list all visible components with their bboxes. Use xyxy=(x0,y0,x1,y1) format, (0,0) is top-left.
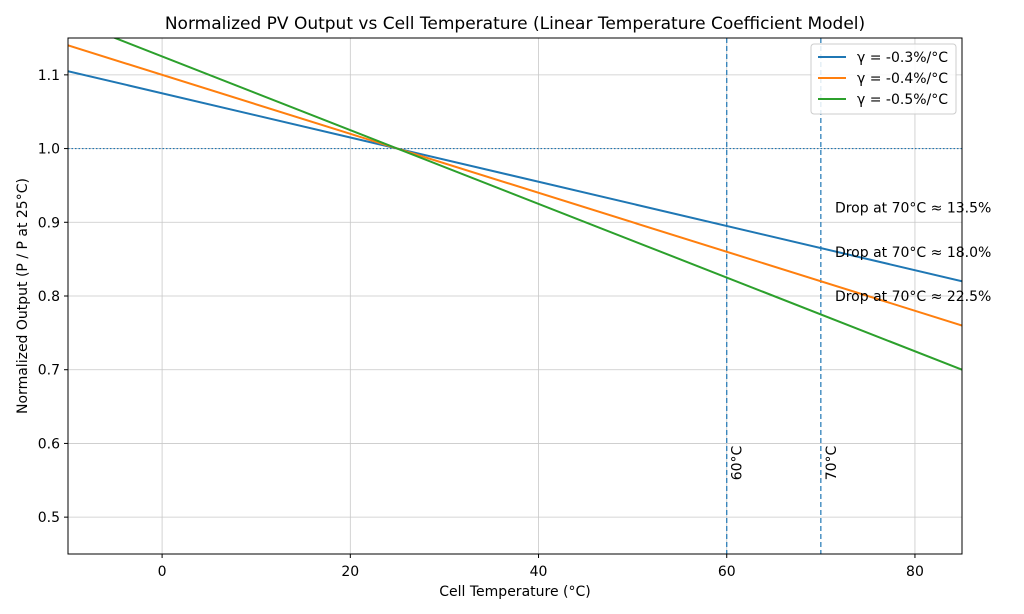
x-tick-label: 60 xyxy=(718,564,736,580)
y-tick-label: 1.1 xyxy=(38,68,60,84)
y-tick-label: 0.8 xyxy=(38,289,60,305)
legend-label: γ = -0.5%/°C xyxy=(857,92,948,108)
reference-lines: 60°C 70°C xyxy=(68,38,962,554)
legend-box xyxy=(810,43,957,115)
y-axis-label: Normalized Output (P / P at 25°C) xyxy=(15,178,31,414)
series-lines xyxy=(68,38,962,371)
legend: γ = -0.3%/°C γ = -0.4%/°C γ = -0.5%/°C xyxy=(810,43,957,115)
x-tick-label: 40 xyxy=(530,564,548,580)
series-line xyxy=(68,70,962,283)
annotations: Drop at 70°C ≈ 13.5% Drop at 70°C ≈ 18.0%… xyxy=(835,201,991,305)
annotation-text: Drop at 70°C ≈ 13.5% xyxy=(835,201,991,217)
grid xyxy=(68,38,962,554)
series-line xyxy=(112,38,962,371)
y-tick-label: 0.7 xyxy=(38,363,60,379)
y-tick-label: 1.0 xyxy=(38,142,60,158)
x-axis-label: Cell Temperature (°C) xyxy=(439,584,590,600)
y-tick-label: 0.9 xyxy=(38,215,60,231)
x-tick-label: 0 xyxy=(158,564,167,580)
x-tick-label: 80 xyxy=(906,564,924,580)
y-tick-label: 0.6 xyxy=(38,436,60,452)
axis-ticks: 0 20 40 60 80 0.5 0.6 0.7 0.8 0.9 1.0 1.1 xyxy=(38,68,924,580)
reference-line-label: 60°C xyxy=(730,445,746,480)
reference-line-label: 70°C xyxy=(824,445,840,480)
legend-label: γ = -0.4%/°C xyxy=(857,71,948,87)
y-tick-label: 0.5 xyxy=(38,510,60,526)
annotation-text: Drop at 70°C ≈ 18.0% xyxy=(835,245,991,261)
annotation-text: Drop at 70°C ≈ 22.5% xyxy=(835,289,991,305)
x-tick-label: 20 xyxy=(341,564,359,580)
chart-title: Normalized PV Output vs Cell Temperature… xyxy=(165,14,865,34)
series-line xyxy=(68,44,962,327)
legend-label: γ = -0.3%/°C xyxy=(857,50,948,66)
